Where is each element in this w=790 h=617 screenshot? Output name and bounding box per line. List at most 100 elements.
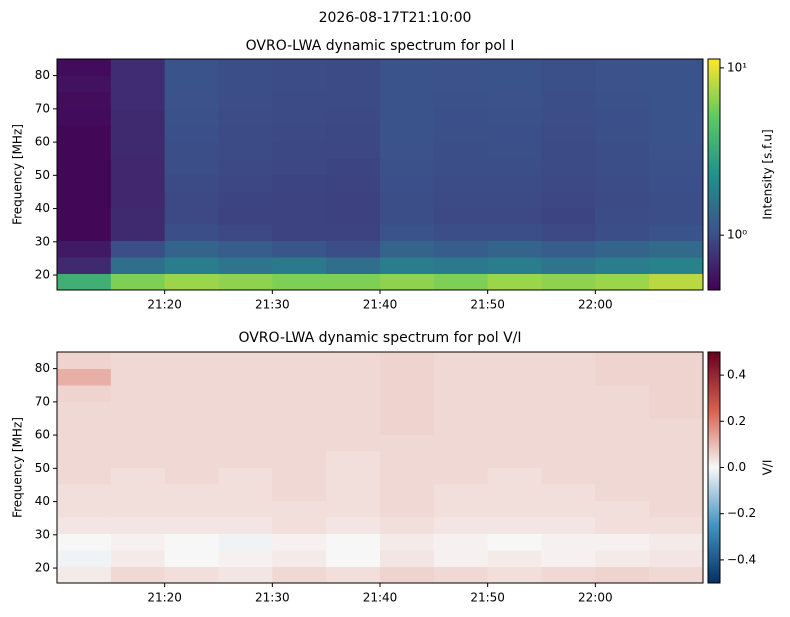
heatmap-cell (272, 125, 327, 142)
heatmap-cell (218, 533, 273, 551)
heatmap-cell (326, 75, 381, 93)
heatmap-cell (164, 566, 219, 584)
heatmap-cell (164, 484, 219, 501)
y-tick-label: 40 (35, 201, 50, 215)
heatmap-cell (326, 240, 381, 258)
heatmap-cell (541, 368, 596, 386)
heatmap-cell (541, 566, 596, 584)
heatmap-cell (487, 59, 542, 76)
heatmap-cell (218, 484, 273, 501)
x-tick-label: 21:20 (147, 298, 182, 312)
heatmap-cell (595, 191, 650, 208)
heatmap-cell (649, 240, 704, 258)
heatmap-cell (487, 108, 542, 126)
heatmap-cell (57, 108, 112, 126)
heatmap-cell (110, 533, 166, 551)
heatmap-cell (218, 75, 273, 93)
heatmap-cell (57, 224, 112, 241)
heatmap-cell (218, 207, 273, 225)
heatmap-cell (272, 484, 327, 501)
heatmap-cell (110, 273, 166, 291)
heatmap-cell (326, 257, 381, 274)
heatmap-cell (57, 207, 112, 225)
heatmap-cell (595, 401, 650, 419)
heatmap-cell (595, 141, 650, 159)
heatmap-cell (649, 75, 704, 93)
heatmap-cell (541, 484, 596, 501)
heatmap-cell (541, 401, 596, 419)
heatmap-cell (595, 500, 650, 518)
heatmap-cell (164, 368, 219, 386)
heatmap-cell (326, 434, 381, 452)
heatmap-cell (164, 451, 219, 468)
heatmap-cell (541, 257, 596, 274)
heatmap-cell (164, 75, 219, 93)
heatmap-cell (487, 158, 542, 175)
heatmap-cell (595, 92, 650, 109)
heatmap-cell (57, 352, 112, 369)
heatmap-cell (110, 451, 166, 468)
heatmap-cell (595, 207, 650, 225)
heatmap-cell (57, 500, 112, 518)
heatmap-cell (326, 141, 381, 159)
heatmap-cell (649, 257, 704, 274)
heatmap-cell (110, 174, 166, 192)
heatmap-cell (272, 352, 327, 369)
heatmap-cell (541, 75, 596, 93)
heatmap-cell (218, 451, 273, 468)
heatmap-cell (380, 352, 435, 369)
heatmap-cell (164, 207, 219, 225)
heatmap-cell (272, 566, 327, 584)
heatmap-cell (272, 158, 327, 175)
y-tick-label: 70 (35, 101, 50, 115)
heatmap-cell (433, 125, 489, 142)
heatmap-cell (433, 92, 489, 109)
heatmap-cell (326, 224, 381, 241)
heatmap-cell (272, 550, 327, 567)
heatmap-cell (164, 500, 219, 518)
heatmap-cell (110, 75, 166, 93)
heatmap-cell (595, 550, 650, 567)
heatmap-cell (326, 533, 381, 551)
heatmap-cell (487, 141, 542, 159)
heatmap-cell (433, 550, 489, 567)
heatmap-cell (433, 500, 489, 518)
y-tick-label: 50 (35, 168, 50, 182)
heatmap-cell (326, 550, 381, 567)
heatmap-cell (218, 352, 273, 369)
heatmap-cell (433, 385, 489, 402)
heatmap-cell (595, 533, 650, 551)
heatmap-cell (380, 224, 435, 241)
heatmap-cell (380, 191, 435, 208)
heatmap-cell (57, 401, 112, 419)
heatmap-cell (272, 500, 327, 518)
x-tick-label: 22:00 (578, 591, 613, 605)
heatmap-cell (595, 385, 650, 402)
heatmap-cell (649, 352, 704, 369)
heatmap-cell (649, 385, 704, 402)
heatmap-cell (326, 352, 381, 369)
x-tick-label: 21:50 (470, 298, 505, 312)
heatmap-cell (487, 533, 542, 551)
heatmap-cell (218, 401, 273, 419)
heatmap-cell (164, 59, 219, 76)
heatmap-cell (380, 451, 435, 468)
heatmap-cell (57, 467, 112, 485)
heatmap-cell (164, 257, 219, 274)
heatmap-cell (57, 368, 112, 386)
heatmap-cell (110, 240, 166, 258)
heatmap-cell (649, 207, 704, 225)
heatmap-cell (595, 174, 650, 192)
heatmap-cell (433, 434, 489, 452)
heatmap-cell (326, 174, 381, 192)
colorbar-tick-label: 0.4 (727, 368, 746, 382)
heatmap-cell (433, 533, 489, 551)
heatmap-cell (380, 517, 435, 534)
heatmap-cell (326, 451, 381, 468)
heatmap-cell (433, 75, 489, 93)
heatmap-cell (487, 484, 542, 501)
heatmap-cell (487, 273, 542, 291)
heatmap-cell (218, 550, 273, 567)
heatmap-cell (57, 240, 112, 258)
heatmap-cell (433, 174, 489, 192)
